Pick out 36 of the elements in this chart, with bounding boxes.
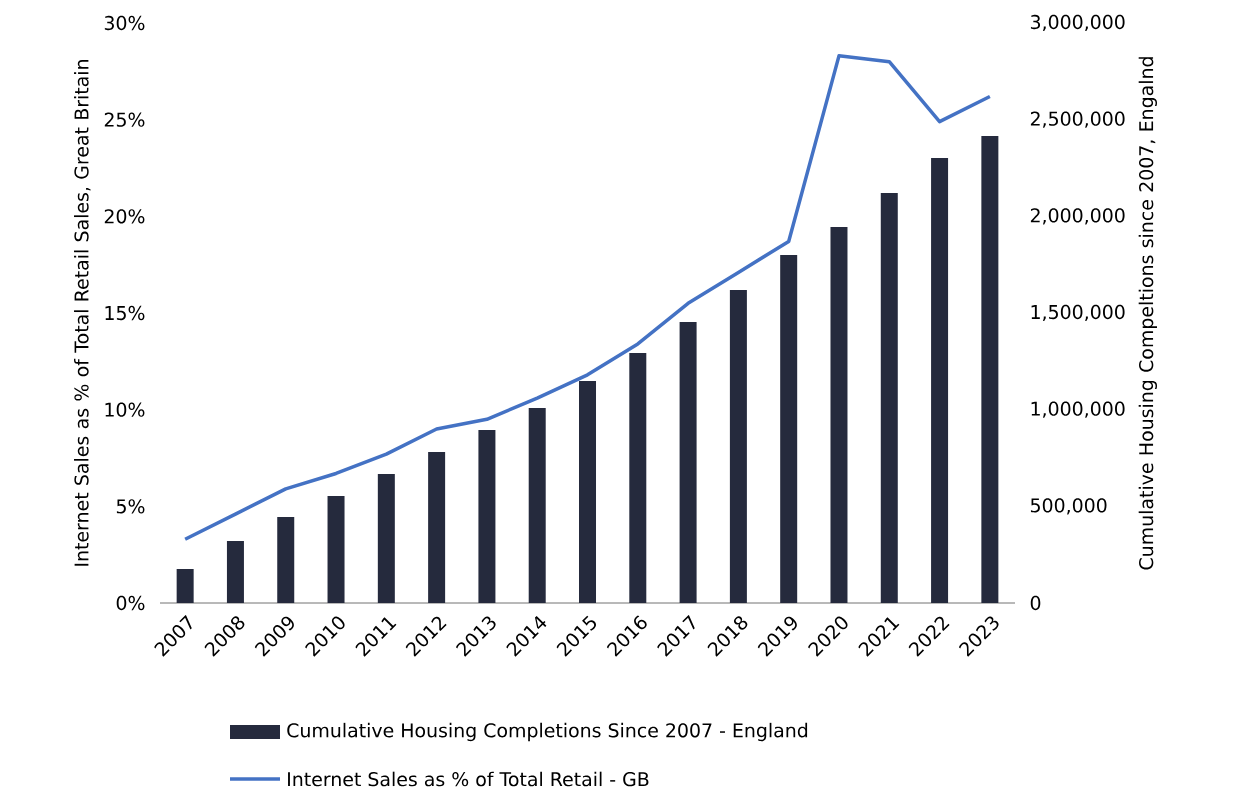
bar [579,381,597,603]
bar [780,255,798,603]
y-axis-title: Internet Sales as % of Total Retail Sales, Great Britain [74,60,91,566]
y2-tick-label: 1,000,000 [1031,401,1125,418]
y-tick-label: 15% [105,305,145,321]
bar [729,289,747,603]
bar [528,407,546,603]
bar [428,452,446,603]
y-tick-label: 20% [104,209,145,224]
bar [176,568,194,603]
y-tick-label: 10% [105,402,145,417]
legend-label: Cumulative Housing Completions Since 2007 - England [287,722,808,742]
bar [679,322,697,603]
y2-tick-label: 0 [1030,595,1041,611]
bar [277,516,295,603]
y2-tick-label: 2,000,000 [1030,208,1125,225]
bar [880,192,898,603]
y-tick-label: 0% [116,595,145,611]
bar [226,540,244,603]
y2-axis-title: Cumulative Housing Compeltions since 2007, Engalnd [1138,57,1157,570]
y2-tick-label: 1,500,000 [1031,304,1125,322]
bar [981,135,999,603]
bar [377,474,395,603]
line-series [183,54,992,541]
bar [327,496,345,603]
y-tick-label: 25% [104,112,145,127]
y-tick-label: 5% [116,499,145,514]
legend-label: Internet Sales as % of Total Retail - GB [288,771,649,787]
bar [931,157,949,603]
y2-tick-label: 500,000 [1030,498,1107,515]
y-tick-label: 30% [104,15,145,31]
y2-tick-label: 3,000,000 [1030,14,1125,32]
y2-tick-label: 2,500,000 [1030,111,1125,128]
bar [830,226,848,603]
bar [478,429,496,603]
bar [629,353,647,603]
